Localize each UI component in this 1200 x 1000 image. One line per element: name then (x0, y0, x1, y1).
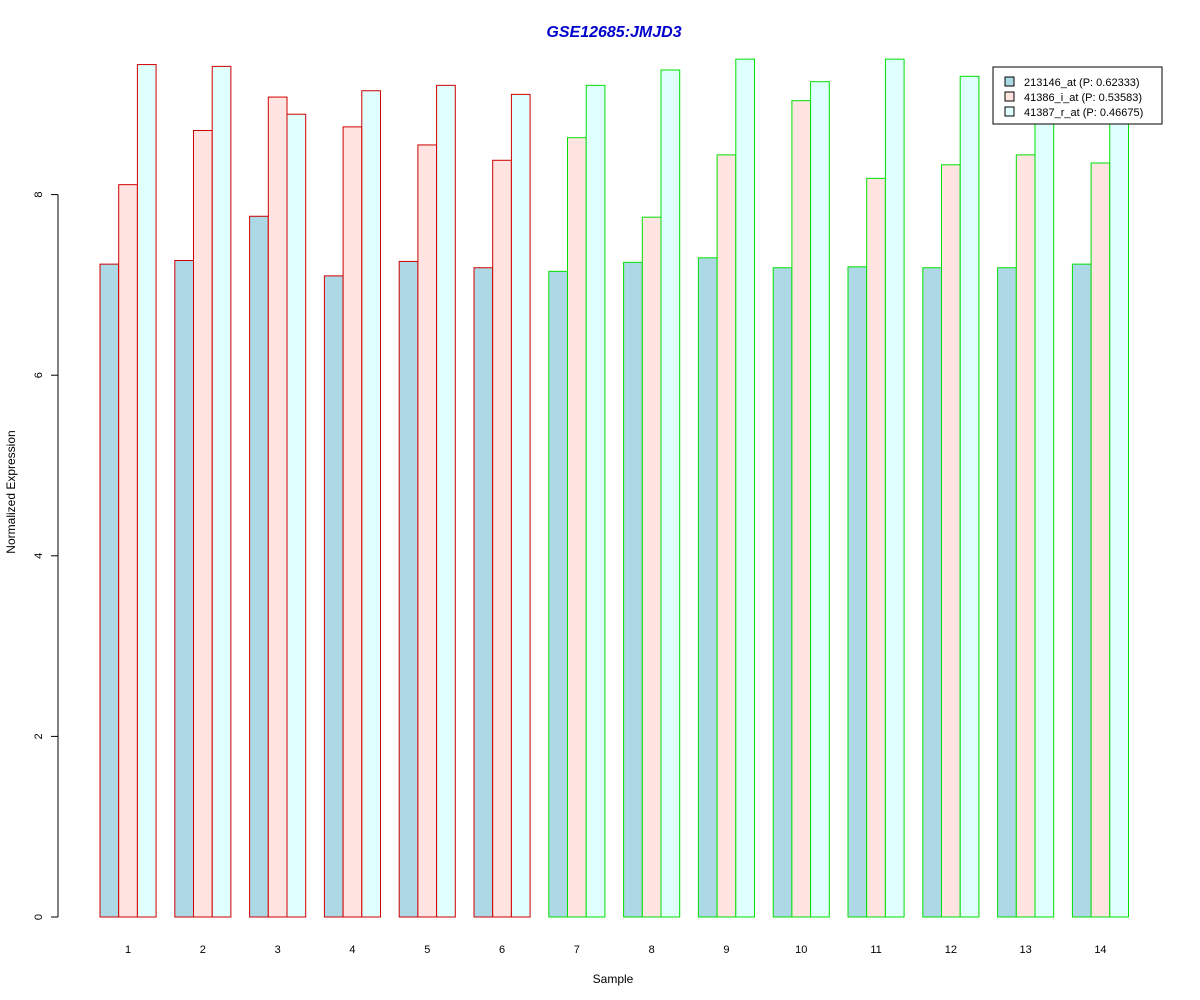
bar-sample-6-series-3 (510, 93, 531, 918)
bar-sample-6-series-2 (492, 159, 512, 918)
bar-sample-8-series-1 (623, 261, 643, 918)
bar-sample-1-series-3 (136, 64, 157, 918)
bar-sample-10-series-2 (791, 100, 812, 918)
bar-sample-9-series-1 (697, 257, 718, 918)
x-tick-label: 6 (499, 944, 505, 956)
bar-sample-4-series-2 (342, 126, 363, 918)
bar-sample-7-series-2 (567, 137, 587, 918)
y-tick-label: 0 (33, 914, 45, 920)
bar-sample-14-series-2 (1090, 162, 1111, 918)
bar-sample-1-series-1 (99, 263, 120, 918)
x-tick-label: 14 (1094, 944, 1106, 956)
bar-sample-1-series-2 (118, 184, 138, 918)
x-tick-label: 10 (795, 944, 807, 956)
bar-sample-3-series-1 (249, 215, 269, 918)
legend-swatch (1004, 91, 1015, 102)
legend: 213146_at (P: 0.62333) 41386_i_at (P: 0.5… (992, 66, 1163, 125)
bar-sample-11-series-1 (847, 266, 868, 918)
bar-sample-5-series-1 (398, 260, 419, 918)
bar-sample-2-series-3 (211, 65, 232, 918)
bar-sample-11-series-2 (866, 177, 886, 918)
bar-sample-10-series-1 (772, 267, 793, 918)
x-axis-label: Sample (593, 972, 634, 986)
bar-sample-6-series-1 (473, 267, 494, 918)
bar-sample-3-series-3 (286, 113, 307, 918)
y-tick-label: 8 (33, 192, 45, 198)
legend-entry: 41387_r_at (P: 0.46675) (1024, 107, 1143, 119)
x-tick-label: 11 (870, 944, 881, 956)
bar-sample-8-series-2 (641, 216, 662, 918)
x-tick-label: 8 (649, 944, 655, 956)
x-tick-label: 13 (1020, 944, 1032, 956)
legend-entry: 213146_at (P: 0.62333) (1024, 77, 1140, 89)
legend-box (992, 66, 1163, 125)
bar-sample-4-series-1 (323, 275, 344, 918)
bar-sample-14-series-3 (1109, 99, 1130, 918)
bar-sample-10-series-3 (810, 81, 830, 918)
y-tick-label: 2 (33, 733, 45, 739)
bar-sample-11-series-3 (884, 58, 905, 918)
bar-sample-7-series-1 (548, 270, 568, 918)
x-tick-label: 2 (200, 944, 206, 956)
x-tick-label: 1 (125, 944, 131, 956)
y-axis-label: Normalized Expression (4, 430, 18, 553)
legend-swatch (1004, 106, 1015, 117)
bar-sample-13-series-3 (1034, 94, 1055, 918)
x-tick-label: 12 (945, 944, 957, 956)
bar-sample-12-series-2 (941, 164, 961, 918)
y-tick-label: 4 (33, 553, 45, 559)
y-axis: 0 2 4 6 8 (33, 192, 59, 920)
x-axis-ticks: 1 2 3 4 5 6 7 8 9 10 11 12 13 14 (125, 944, 1107, 956)
bar-sample-13-series-1 (997, 267, 1017, 918)
chart-title: GSE12685:JMJD3 (546, 24, 681, 41)
bar-sample-9-series-2 (716, 154, 737, 918)
bar-sample-13-series-2 (1015, 154, 1036, 918)
legend-swatch (1004, 76, 1015, 87)
x-tick-label: 9 (723, 944, 729, 956)
bar-sample-8-series-3 (660, 69, 681, 918)
bar-sample-7-series-3 (585, 84, 606, 918)
y-tick-label: 6 (33, 372, 45, 378)
x-tick-label: 3 (275, 944, 281, 956)
bar-sample-4-series-3 (361, 90, 381, 918)
bar-sample-12-series-3 (959, 75, 980, 918)
bar-sample-5-series-2 (417, 144, 438, 918)
bar-sample-2-series-2 (193, 129, 213, 918)
bars (99, 58, 1130, 918)
x-tick-label: 5 (424, 944, 430, 956)
x-tick-label: 4 (349, 944, 355, 956)
bar-sample-2-series-1 (174, 260, 195, 918)
bar-sample-14-series-1 (1071, 263, 1092, 918)
bar-sample-3-series-2 (267, 96, 288, 918)
x-tick-label: 7 (574, 944, 580, 956)
legend-entry: 41386_i_at (P: 0.53583) (1024, 92, 1142, 104)
bar-sample-5-series-3 (436, 84, 456, 918)
bar-sample-9-series-3 (735, 58, 755, 918)
bar-sample-12-series-1 (922, 267, 942, 918)
